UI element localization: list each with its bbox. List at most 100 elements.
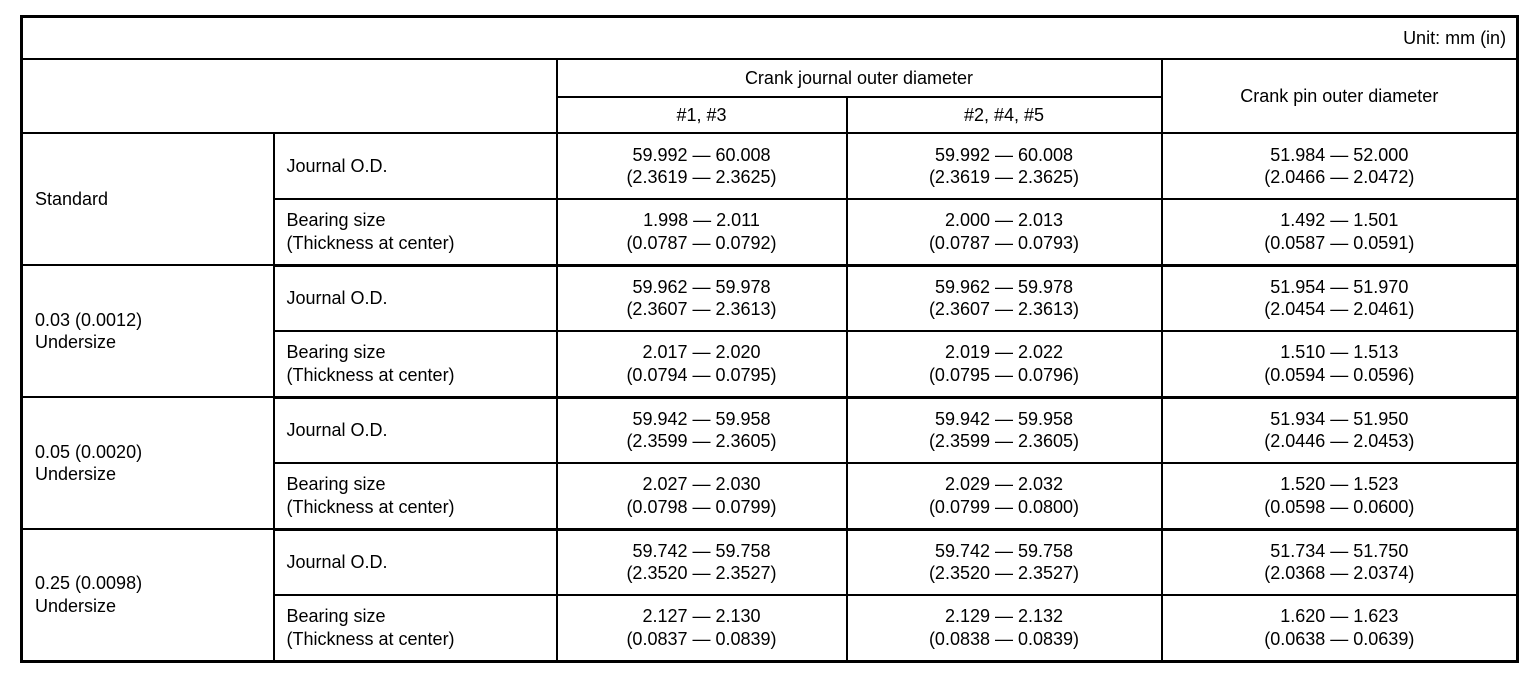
row-label-bearing-size: Bearing size (Thickness at center): [272, 198, 558, 267]
in-value: (2.0446 — 2.0453): [1264, 431, 1415, 452]
category-label-line2: Undersize: [35, 464, 117, 484]
in-value: (2.0466 — 2.0472): [1264, 167, 1415, 187]
mm-value: 2.129 — 2.132: [944, 606, 1064, 627]
category-label: 0.05 (0.0020): [35, 441, 143, 462]
category-label: Standard: [35, 188, 109, 209]
row-label-journal-od: Journal O.D.: [272, 528, 558, 596]
mm-value: 1.998 — 2.011: [643, 210, 760, 231]
row-label-journal-od: Journal O.D.: [272, 132, 558, 200]
category-cell-025-undersize: 0.25 (0.0098) Undersize: [20, 528, 275, 662]
header-crank-pin: Crank pin outer diameter: [1160, 58, 1519, 134]
in-value: (2.3599 — 2.3605): [626, 431, 777, 452]
mm-value: 1.520 — 1.523: [1280, 474, 1399, 495]
mm-value: 59.942 — 59.958: [934, 408, 1074, 429]
in-value: (0.0795 — 0.0796): [928, 364, 1080, 385]
category-label-line2: Undersize: [35, 332, 117, 352]
row-label-bearing-size: Bearing size (Thickness at center): [272, 330, 558, 399]
mm-value: 59.962 — 59.978: [632, 276, 771, 297]
in-value: (2.3619 — 2.3625): [928, 167, 1080, 187]
in-value: (2.3520 — 2.3527): [928, 563, 1080, 584]
row-label-text-line2: (Thickness at center): [286, 496, 455, 517]
value-cell: 59.962 — 59.978 (2.3607 — 2.3613): [555, 264, 848, 332]
value-cell: 59.742 — 59.758 (2.3520 — 2.3527): [555, 528, 848, 596]
row-label-text: Bearing size: [286, 606, 386, 627]
in-value: (0.0598 — 0.0600): [1264, 496, 1415, 517]
header-row-group: Crank journal outer diameter Crank pin o…: [20, 58, 1519, 134]
row-label-text-line2: (Thickness at center): [286, 232, 455, 253]
in-value: (0.0798 — 0.0799): [626, 496, 777, 517]
mm-value: 1.492 — 1.501: [1280, 210, 1399, 231]
mm-value: 2.027 — 2.030: [642, 474, 761, 495]
in-value: (2.0454 — 2.0461): [1264, 299, 1415, 320]
row-label-text: Journal O.D.: [286, 420, 388, 440]
value-cell: 2.129 — 2.132 (0.0838 — 0.0839): [845, 594, 1163, 662]
value-cell: 1.620 — 1.623 (0.0638 — 0.0639): [1160, 594, 1519, 662]
table-row: Bearing size (Thickness at center) 1.998…: [22, 198, 1519, 267]
value-cell: 59.942 — 59.958 (2.3599 — 2.3605): [555, 396, 848, 464]
value-cell: 59.992 — 60.008 (2.3619 — 2.3625): [845, 132, 1163, 200]
in-value: (0.0594 — 0.0596): [1264, 364, 1415, 385]
mm-value: 1.510 — 1.513: [1280, 342, 1399, 363]
value-cell: 59.942 — 59.958 (2.3599 — 2.3605): [845, 396, 1163, 464]
header-row-sub: #1, #3 #2, #4, #5: [22, 96, 1518, 134]
value-cell: 2.127 — 2.130 (0.0837 — 0.0839): [555, 594, 848, 662]
category-cell-003-undersize: 0.03 (0.0012) Undersize: [20, 264, 275, 398]
in-value: (2.3607 — 2.3613): [928, 299, 1080, 320]
category-label: 0.03 (0.0012): [35, 309, 143, 330]
value-cell: 59.992 — 60.008 (2.3619 — 2.3625): [555, 132, 848, 200]
mm-value: 59.992 — 60.008: [632, 144, 771, 165]
value-cell: 51.734 — 51.750 (2.0368 — 2.0374): [1160, 528, 1519, 596]
table-row: 0.05 (0.0020) Undersize Journal O.D. 59.…: [20, 396, 1519, 530]
value-cell: 2.000 — 2.013 (0.0787 — 0.0793): [845, 198, 1163, 267]
row-label-text: Bearing size: [286, 474, 386, 495]
value-cell: 2.029 — 2.032 (0.0799 — 0.0800): [845, 462, 1163, 531]
mm-value: 59.962 — 59.978: [934, 276, 1074, 297]
header-journal-2-4-5: #2, #4, #5: [845, 96, 1163, 134]
in-value: (2.3599 — 2.3605): [928, 431, 1080, 452]
category-cell-005-undersize: 0.05 (0.0020) Undersize: [20, 396, 275, 530]
in-value: (0.0838 — 0.0839): [928, 628, 1080, 649]
header-crank-journal: Crank journal outer diameter: [555, 58, 1163, 98]
value-cell: 59.742 — 59.758 (2.3520 — 2.3527): [845, 528, 1163, 596]
in-value: (0.0837 — 0.0839): [626, 628, 777, 649]
mm-value: 59.942 — 59.958: [632, 408, 771, 429]
row-label-text: Bearing size: [286, 342, 386, 363]
value-cell: 59.962 — 59.978 (2.3607 — 2.3613): [845, 264, 1163, 332]
table-row: 0.03 (0.0012) Undersize Journal O.D. 59.…: [20, 264, 1519, 398]
mm-value: 59.742 — 59.758: [934, 540, 1074, 561]
unit-label: Unit: mm (in): [20, 15, 1519, 60]
in-value: (2.3607 — 2.3613): [626, 299, 777, 320]
row-label-text: Bearing size: [286, 210, 386, 231]
category-label: 0.25 (0.0098): [35, 573, 143, 594]
category-label-line2: Undersize: [35, 595, 117, 616]
in-value: (2.3520 — 2.3527): [626, 563, 777, 584]
value-cell: 2.019 — 2.022 (0.0795 — 0.0796): [845, 330, 1163, 399]
value-cell: 1.492 — 1.501 (0.0587 — 0.0591): [1160, 198, 1519, 267]
value-cell: 2.017 — 2.020 (0.0794 — 0.0795): [555, 330, 848, 399]
table-row: 0.25 (0.0098) Undersize Journal O.D. 59.…: [20, 528, 1519, 662]
mm-value: 51.734 — 51.750: [1270, 540, 1409, 561]
in-value: (2.0368 — 2.0374): [1264, 563, 1415, 584]
in-value: (0.0638 — 0.0639): [1264, 628, 1415, 649]
row-label-text: Journal O.D.: [286, 552, 388, 572]
in-value: (0.0799 — 0.0800): [928, 496, 1080, 517]
mm-value: 2.029 — 2.032: [944, 474, 1064, 495]
mm-value: 2.127 — 2.130: [642, 606, 761, 627]
mm-value: 59.992 — 60.008: [934, 144, 1074, 165]
mm-value: 2.019 — 2.022: [944, 342, 1064, 363]
empty-header-cell: [20, 58, 558, 134]
table-row: Bearing size (Thickness at center) 2.027…: [22, 462, 1519, 531]
mm-value: 2.000 — 2.013: [944, 210, 1064, 231]
mm-value: 51.984 — 52.000: [1270, 144, 1409, 165]
row-label-text-line2: (Thickness at center): [286, 628, 455, 649]
in-value: (0.0794 — 0.0795): [626, 364, 777, 385]
value-cell: 1.998 — 2.011 (0.0787 — 0.0792): [555, 198, 848, 267]
value-cell: 51.954 — 51.970 (2.0454 — 2.0461): [1160, 264, 1519, 332]
in-value: (2.3619 — 2.3625): [626, 167, 777, 187]
unit-row: Unit: mm (in): [20, 15, 1519, 60]
value-cell: 51.934 — 51.950 (2.0446 — 2.0453): [1160, 396, 1519, 464]
header-journal-1-3: #1, #3: [555, 96, 848, 134]
row-label-text: Journal O.D.: [286, 288, 388, 308]
mm-value: 59.742 — 59.758: [632, 540, 771, 561]
